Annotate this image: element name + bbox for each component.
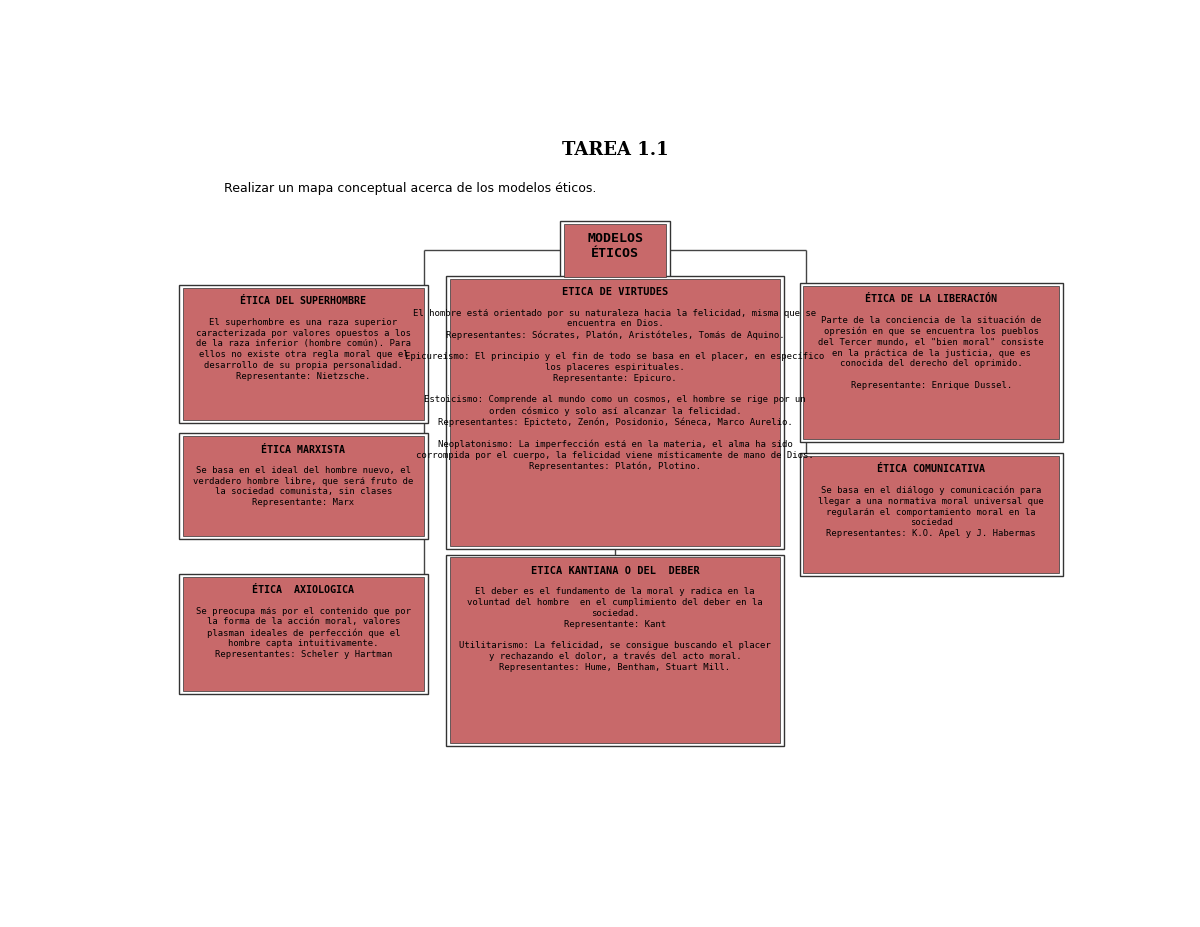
FancyBboxPatch shape [446,554,784,746]
Text: ÉTICA COMUNICATIVA: ÉTICA COMUNICATIVA [877,464,985,475]
FancyBboxPatch shape [803,456,1060,574]
FancyBboxPatch shape [803,286,1060,439]
Text: Realizar un mapa conceptual acerca de los modelos éticos.: Realizar un mapa conceptual acerca de lo… [224,182,596,195]
Text: ÉTICA MARXISTA: ÉTICA MARXISTA [262,445,346,454]
Text: Parte de la conciencia de la situación de
opresión en que se encuentra los puebl: Parte de la conciencia de la situación d… [818,316,1044,390]
FancyBboxPatch shape [799,283,1063,442]
FancyBboxPatch shape [560,221,670,280]
Text: El deber es el fundamento de la moral y radica en la
voluntad del hombre  en el : El deber es el fundamento de la moral y … [460,588,770,672]
Text: El superhombre es una raza superior
caracterizada por valores opuestos a los
de : El superhombre es una raza superior cara… [196,318,410,381]
Text: ÉTICA  AXIOLOGICA: ÉTICA AXIOLOGICA [252,585,354,595]
Text: El hombre está orientado por su naturaleza hacia la felicidad, misma que se
encu: El hombre está orientado por su naturale… [406,309,824,471]
FancyBboxPatch shape [182,577,425,691]
FancyBboxPatch shape [182,288,425,420]
FancyBboxPatch shape [450,279,780,546]
FancyBboxPatch shape [182,436,425,536]
Text: ETICA KANTIANA O DEL  DEBER: ETICA KANTIANA O DEL DEBER [530,565,700,576]
Text: ETICA DE VIRTUDES: ETICA DE VIRTUDES [562,287,668,298]
FancyBboxPatch shape [450,557,780,743]
FancyBboxPatch shape [446,275,784,549]
Text: TAREA 1.1: TAREA 1.1 [562,142,668,159]
FancyBboxPatch shape [799,452,1063,577]
Text: Se basa en el ideal del hombre nuevo, el
verdadero hombre libre, que será fruto : Se basa en el ideal del hombre nuevo, el… [193,466,414,507]
FancyBboxPatch shape [179,285,428,423]
Text: MODELOS
ÉTICOS: MODELOS ÉTICOS [587,233,643,260]
Text: ÉTICA DEL SUPERHOMBRE: ÉTICA DEL SUPERHOMBRE [240,297,366,307]
Text: Se preocupa más por el contenido que por
la forma de la acción moral, valores
pl: Se preocupa más por el contenido que por… [196,606,410,659]
FancyBboxPatch shape [179,433,428,539]
Text: ÉTICA DE LA LIBERACIÓN: ÉTICA DE LA LIBERACIÓN [865,295,997,304]
Text: Se basa en el diálogo y comunicación para
llegar a una normativa moral universal: Se basa en el diálogo y comunicación par… [818,486,1044,538]
FancyBboxPatch shape [179,574,428,693]
FancyBboxPatch shape [564,223,666,277]
